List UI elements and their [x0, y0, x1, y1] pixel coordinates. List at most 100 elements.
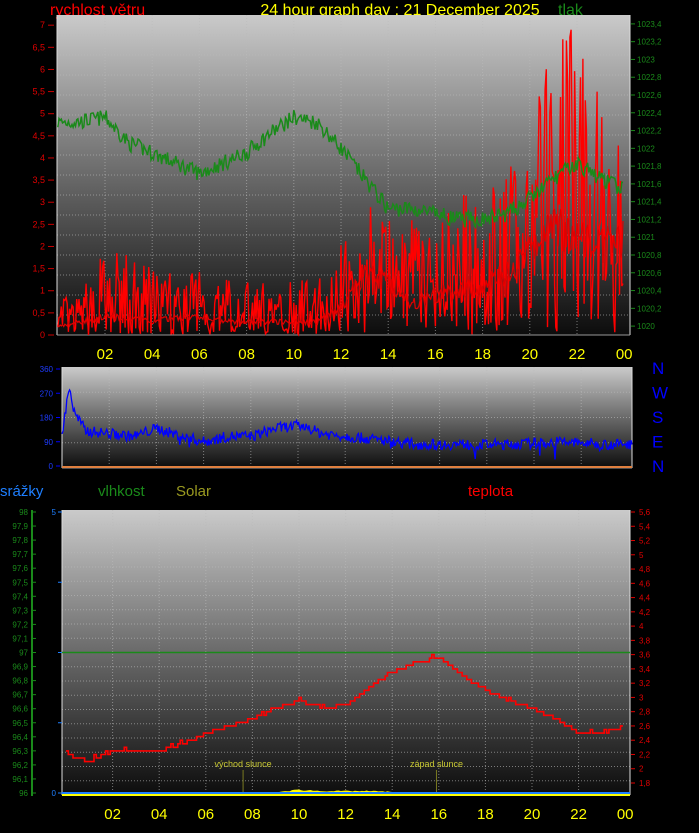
left-y-tick-label: 2: [40, 241, 45, 251]
humidity-tick-label: 97,4: [12, 592, 28, 601]
x-tick-label: 06: [197, 806, 214, 823]
right-y-tick-label: 1022,4: [637, 109, 662, 118]
right-y-tick-label: 1023,2: [637, 38, 662, 47]
right-y-tick-label: 1022: [637, 144, 655, 153]
humidity-tick-label: 96,1: [12, 775, 28, 784]
x-tick-label: 18: [474, 346, 491, 363]
rain-tick-label: 0: [52, 789, 57, 798]
temperature-tick-label: 2,4: [639, 736, 651, 745]
left-y-tick-label: 3,5: [32, 175, 45, 185]
humidity-tick-label: 96,3: [12, 747, 28, 756]
temperature-tick-label: 5,4: [639, 522, 651, 531]
y-tick-label: 0: [49, 462, 54, 471]
wind-gust-series: [57, 29, 624, 337]
right-y-tick-label: 1022,2: [637, 127, 662, 136]
direction-label: N: [652, 359, 664, 378]
temperature-tick-label: 5,6: [639, 508, 651, 517]
left-y-tick-label: 0,5: [32, 308, 45, 318]
x-tick-label: 02: [104, 806, 121, 823]
direction-label: S: [652, 408, 663, 427]
temperature-tick-label: 3,4: [639, 665, 651, 674]
temperature-tick-label: 4: [639, 622, 644, 631]
y-tick-label: 270: [40, 389, 54, 398]
pressure-title: tlak: [558, 2, 584, 19]
x-tick-label: 08: [244, 806, 261, 823]
x-tick-label: 10: [285, 346, 302, 363]
x-tick-label: 22: [569, 346, 586, 363]
temperature-tick-label: 4,6: [639, 579, 651, 588]
humidity-tick-label: 96,7: [12, 691, 28, 700]
x-tick-label: 12: [337, 806, 354, 823]
temperature-tick-label: 5,2: [639, 537, 651, 546]
x-tick-label: 10: [291, 806, 308, 823]
left-y-tick-label: 5: [40, 109, 45, 119]
humidity-tick-label: 96,5: [12, 719, 28, 728]
temperature-series: [66, 653, 623, 763]
wind-average-series: [57, 208, 624, 328]
x-tick-label: 16: [430, 806, 447, 823]
right-y-tick-label: 1020: [637, 322, 655, 331]
wind-direction-series: [61, 388, 633, 460]
left-y-tick-label: 4,5: [32, 131, 45, 141]
right-y-tick-label: 1021: [637, 233, 655, 242]
temperature-tick-label: 2,6: [639, 722, 651, 731]
humidity-tick-label: 96,6: [12, 705, 28, 714]
x-tick-label: 16: [427, 346, 444, 363]
x-tick-label: 14: [380, 346, 397, 363]
temperature-tick-label: 2,8: [639, 708, 651, 717]
direction-label: N: [652, 457, 664, 476]
direction-label: W: [652, 384, 668, 403]
humidity-tick-label: 97,8: [12, 536, 28, 545]
temperature-tick-label: 2: [639, 765, 644, 774]
direction-label: E: [652, 433, 663, 452]
rain-label: srážky: [0, 483, 44, 500]
x-tick-label: 08: [238, 346, 255, 363]
left-y-tick-label: 3: [40, 197, 45, 207]
left-y-tick-label: 5,5: [32, 87, 45, 97]
humidity-tick-label: 97,3: [12, 606, 28, 615]
humidity-tick-label: 97,6: [12, 564, 28, 573]
humidity-tick-label: 96: [19, 789, 28, 798]
y-tick-label: 90: [44, 438, 53, 447]
right-y-tick-label: 1021,6: [637, 180, 662, 189]
main-title: 24 hour graph day : 21 December 2025: [260, 2, 539, 19]
x-tick-label: 14: [384, 806, 401, 823]
right-y-tick-label: 1021,4: [637, 198, 662, 207]
humidity-tick-label: 98: [19, 508, 28, 517]
left-y-tick-label: 2,5: [32, 219, 45, 229]
sun-event-label: západ slunce: [410, 759, 463, 769]
right-y-tick-label: 1021,2: [637, 215, 662, 224]
left-y-tick-label: 7: [40, 20, 45, 30]
x-tick-label: 04: [144, 346, 161, 363]
humidity-tick-label: 96,9: [12, 663, 28, 672]
left-y-tick-label: 0: [40, 330, 45, 340]
solar-label: Solar: [176, 483, 211, 500]
right-y-tick-label: 1022,8: [637, 73, 662, 82]
x-tick-label: 20: [521, 346, 538, 363]
left-y-tick-label: 1: [40, 286, 45, 296]
left-y-tick-label: 4: [40, 153, 45, 163]
x-tick-label: 02: [97, 346, 114, 363]
temperature-label: teplota: [468, 483, 514, 500]
right-y-tick-label: 1020,6: [637, 269, 662, 278]
humidity-tick-label: 97,7: [12, 550, 28, 559]
humidity-label: vlhkost: [98, 483, 146, 500]
left-y-tick-label: 6: [40, 64, 45, 74]
pressure-series: [57, 110, 624, 230]
right-y-tick-label: 1022,6: [637, 91, 662, 100]
right-y-tick-label: 1023,4: [637, 20, 662, 29]
humidity-tick-label: 96,4: [12, 733, 28, 742]
y-tick-label: 180: [40, 414, 54, 423]
x-tick-label: 20: [524, 806, 541, 823]
humidity-tick-label: 97: [19, 649, 28, 658]
x-tick-label: 00: [616, 346, 633, 363]
temperature-tick-label: 4,2: [639, 608, 651, 617]
right-y-tick-label: 1021,8: [637, 162, 662, 171]
temperature-tick-label: 3,6: [639, 651, 651, 660]
temperature-tick-label: 3: [639, 693, 644, 702]
temperature-tick-label: 4,4: [639, 594, 651, 603]
rain-tick-label: 5: [52, 508, 57, 517]
x-tick-label: 22: [570, 806, 587, 823]
humidity-tick-label: 97,2: [12, 620, 28, 629]
